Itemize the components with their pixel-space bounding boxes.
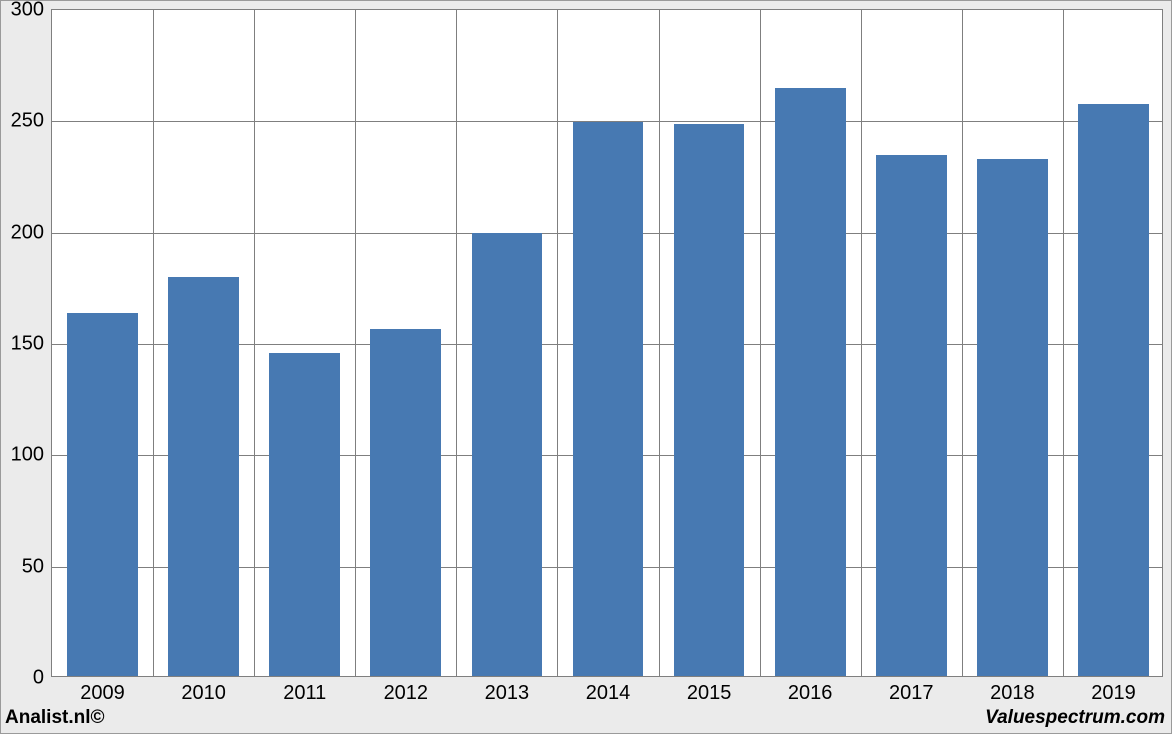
gridline-vertical bbox=[153, 10, 154, 676]
x-tick-label: 2013 bbox=[485, 682, 530, 705]
bar bbox=[168, 277, 239, 676]
x-tick-label: 2017 bbox=[889, 682, 934, 705]
bar bbox=[472, 233, 543, 676]
gridline-vertical bbox=[659, 10, 660, 676]
y-tick-label: 150 bbox=[11, 333, 44, 356]
y-tick-label: 50 bbox=[22, 555, 44, 578]
gridline-vertical bbox=[1063, 10, 1064, 676]
chart-container: 0 50 100 150 200 250 300 2009 2010 2011 2012 2013 20… bbox=[0, 0, 1172, 734]
gridline-vertical bbox=[355, 10, 356, 676]
plot-area: 0501001502002503002009201020112012201320… bbox=[51, 9, 1163, 677]
bar bbox=[876, 155, 947, 676]
bar bbox=[674, 124, 745, 676]
x-tick-label: 2019 bbox=[1091, 682, 1136, 705]
gridline-vertical bbox=[962, 10, 963, 676]
x-tick-label: 2011 bbox=[283, 682, 326, 705]
bar bbox=[1078, 104, 1149, 676]
y-tick-label: 0 bbox=[33, 667, 44, 690]
x-tick-label: 2018 bbox=[990, 682, 1035, 705]
footer-left-credit: Analist.nl© bbox=[5, 707, 105, 729]
gridline-vertical bbox=[254, 10, 255, 676]
y-tick-label: 300 bbox=[11, 0, 44, 22]
bar bbox=[269, 353, 340, 676]
x-tick-label: 2012 bbox=[384, 682, 429, 705]
gridline-vertical bbox=[760, 10, 761, 676]
gridline-vertical bbox=[557, 10, 558, 676]
bar bbox=[573, 122, 644, 676]
y-tick-label: 200 bbox=[11, 221, 44, 244]
y-tick-label: 250 bbox=[11, 110, 44, 133]
x-tick-label: 2009 bbox=[80, 682, 125, 705]
x-tick-label: 2016 bbox=[788, 682, 833, 705]
x-tick-label: 2014 bbox=[586, 682, 631, 705]
footer-right-credit: Valuespectrum.com bbox=[985, 707, 1165, 729]
bar bbox=[775, 88, 846, 676]
bar bbox=[67, 313, 138, 676]
gridline-vertical bbox=[456, 10, 457, 676]
y-tick-label: 100 bbox=[11, 444, 44, 467]
gridline-vertical bbox=[861, 10, 862, 676]
x-tick-label: 2015 bbox=[687, 682, 732, 705]
bar bbox=[977, 159, 1048, 676]
bar bbox=[370, 329, 441, 676]
x-tick-label: 2010 bbox=[181, 682, 226, 705]
